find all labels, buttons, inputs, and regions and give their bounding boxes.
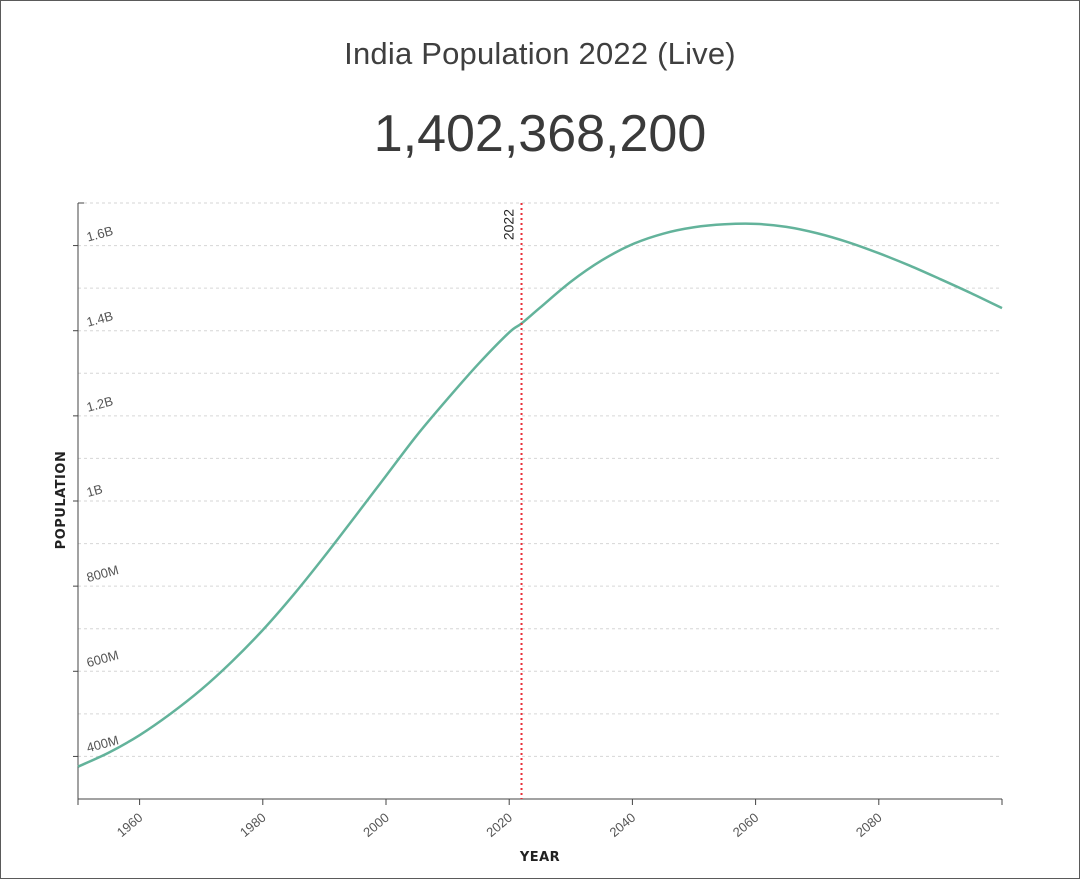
axes: 400M 600M 800M 1B 1.2B 1.4B 1.6B 1960 1980 2000 20… [73,202,1003,840]
y-tick-label: 400M [85,732,120,755]
y-tick-label: 1.6B [85,223,115,244]
y-tick-label: 1B [85,481,104,500]
chart-title: India Population 2022 (Live) [344,36,736,71]
current-year-marker-label: 2022 [501,209,517,240]
x-tick-label: 2080 [853,810,885,840]
x-tick-label: 2040 [607,810,639,840]
live-population-counter: 1,402,368,200 [373,105,707,163]
y-tick-label: 600M [85,647,120,670]
x-tick-label: 1980 [237,810,269,840]
series-layer [77,222,1003,768]
x-axis-title: YEAR [519,850,560,865]
y-tick-label: 1.4B [85,308,115,329]
x-tick-label: 2020 [483,810,515,840]
y-tick-label: 1.2B [85,393,115,414]
current-year-marker-group: 2022 [501,203,523,799]
y-axis-title: POPULATION [54,451,69,550]
x-tick-label: 2000 [360,810,392,840]
population-series-line [77,222,1003,768]
y-tick-label: 800M [85,562,120,585]
x-tick-label: 1960 [114,810,146,840]
gridlines [78,202,1002,757]
x-tick-label: 2060 [730,810,762,840]
